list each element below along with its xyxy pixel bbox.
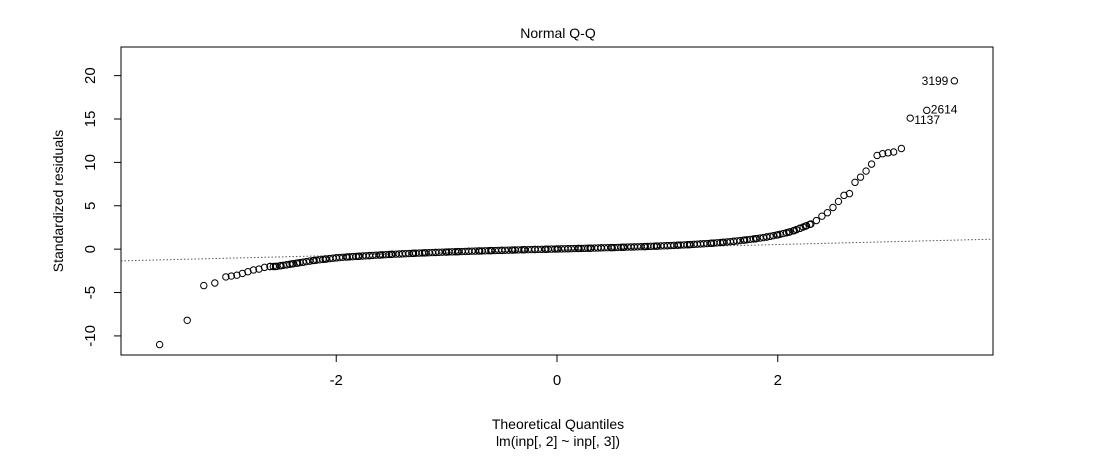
- residual-point: [878, 150, 887, 158]
- residual-point: [776, 230, 784, 239]
- residual-point: [889, 148, 898, 156]
- chart-title: Normal Q-Q: [520, 25, 596, 41]
- outlier-label: 2614: [931, 102, 958, 116]
- residual-point: [806, 220, 814, 229]
- y-axis-label: Standardized residuals: [50, 130, 66, 272]
- residual-point: [950, 77, 959, 85]
- residual-point: [789, 227, 797, 235]
- y-tick-label: 0: [82, 245, 99, 253]
- residual-point: [856, 173, 865, 181]
- residual-point: [222, 273, 230, 281]
- residual-point: [829, 203, 837, 212]
- residual-point: [260, 263, 269, 272]
- residual-point: [799, 223, 807, 231]
- residual-point: [884, 149, 892, 157]
- outlier-label: 3199: [922, 74, 949, 88]
- residual-point: [183, 316, 191, 324]
- plot-frame: [120, 46, 994, 356]
- residual-point: [249, 266, 258, 274]
- residual-point: [851, 178, 859, 187]
- residual-point: [834, 197, 843, 206]
- x-tick-label: 0: [553, 372, 561, 389]
- residual-point: [155, 340, 164, 349]
- x-tick-label: 2: [774, 372, 782, 389]
- residual-point: [779, 229, 787, 238]
- residual-point: [867, 160, 876, 168]
- y-tick-label: 10: [82, 154, 99, 171]
- residual-point: [862, 167, 870, 175]
- y-tick-label: 15: [82, 111, 99, 128]
- residual-point: [897, 144, 906, 153]
- residual-point: [211, 279, 219, 287]
- residual-point: [818, 212, 826, 220]
- residual-point: [796, 224, 804, 233]
- residual-point: [812, 216, 821, 225]
- residual-point: [823, 209, 832, 217]
- y-tick-label: 5: [82, 202, 99, 210]
- residual-point: [227, 272, 236, 280]
- residual-point: [786, 228, 794, 236]
- residual-point: [200, 281, 208, 290]
- y-tick-label: 20: [82, 67, 99, 84]
- residual-point: [845, 189, 854, 198]
- residual-point: [782, 229, 791, 237]
- residual-point: [923, 106, 931, 115]
- y-axis: -10 -5 0 5 10 15 20: [82, 67, 122, 347]
- qq-reference-line: [120, 238, 994, 262]
- x-axis-label: Theoretical Quantiles: [492, 416, 624, 432]
- residual-point: [802, 222, 811, 230]
- x-axis: -2 0 2: [330, 354, 782, 389]
- residual-point: [772, 231, 781, 239]
- residual-point: [906, 114, 914, 122]
- residual-point: [792, 225, 801, 234]
- y-tick-label: -5: [82, 286, 99, 299]
- outlier-label: 1137: [914, 113, 940, 127]
- y-tick-label: -10: [82, 325, 99, 347]
- model-formula-subtitle: lm(inp[, 2] ~ inp[, 3]): [496, 433, 620, 449]
- x-tick-label: -2: [330, 372, 343, 389]
